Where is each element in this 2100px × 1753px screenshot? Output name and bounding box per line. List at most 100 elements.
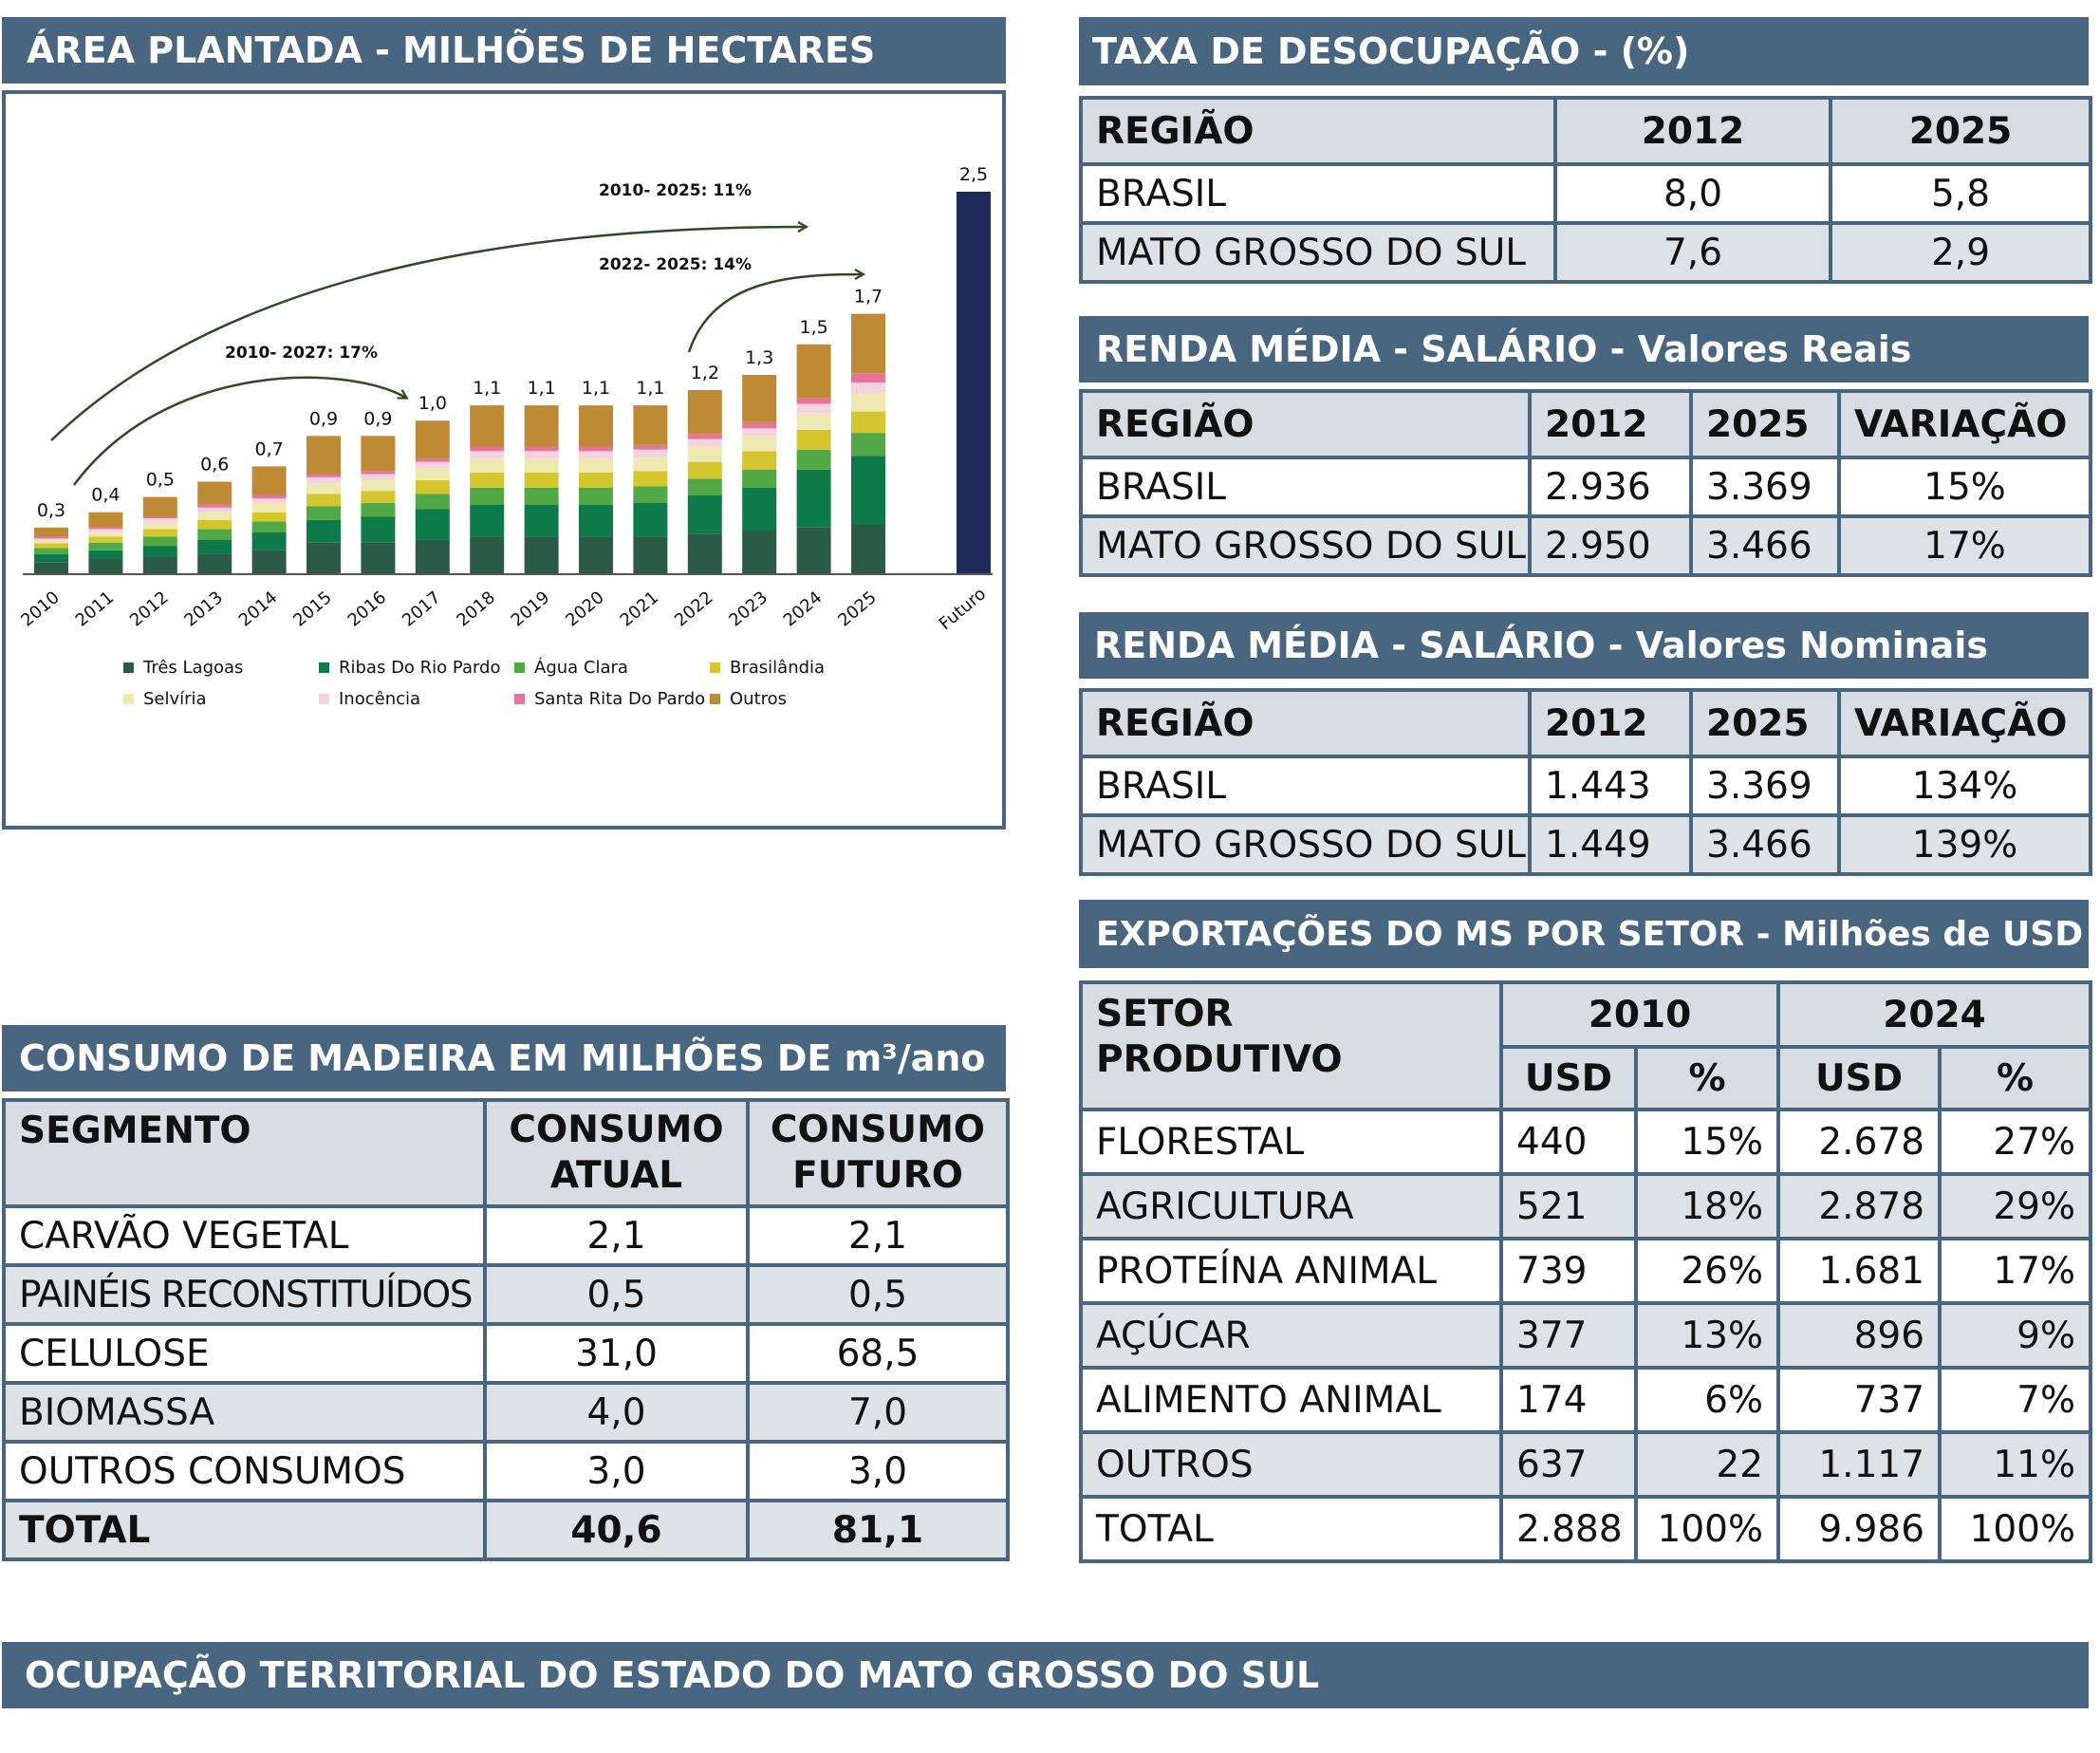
bar-segment [34,536,68,539]
legend-item: Três Lagoas [123,658,243,678]
table-row: MATO GROSSO DO SUL 2.950 3.466 17% [1079,514,2092,577]
bar-value-label: 1,3 [745,347,773,368]
bar-value-label: 1,0 [418,393,447,414]
bar-segment [197,507,232,513]
bar-segment [88,512,123,528]
bar-segment [687,438,722,447]
table-row: ALIMENTO ANIMAL 174 6% 737 7% [1079,1366,2093,1434]
cell-segmento: TOTAL [2,1499,487,1561]
bar-segment [579,405,613,447]
legend-label: Brasilândia [730,658,825,678]
bar-segment [361,542,396,573]
bar-segment [307,483,341,494]
cell-setor: ALIMENTO ANIMAL [1079,1366,1503,1434]
bar-segment [415,494,450,510]
table-row: BRASIL 2.936 3.369 15% [1079,456,2092,518]
bar-value-label: 0,4 [91,485,120,506]
cell-consumo-futuro: 81,1 [746,1499,1010,1561]
bar-segment [579,488,613,505]
cell-pct-2010: 13% [1633,1301,1781,1370]
col-header-2010: 2010 [1498,980,1781,1049]
x-tick-labels: 2010 2011 2012 2013 2014 2015 2016 2017 2018 2019… [17,584,990,634]
bar-segment [633,457,668,472]
col-header-2012: 2012 [1528,389,1693,459]
bar-segment [251,498,287,503]
x-tick-label: 2022 [671,587,717,631]
cell-consumo-atual: 40,6 [483,1499,750,1561]
cell-usd-2010: 174 [1499,1366,1638,1434]
desocupacao-title: TAXA DE DESOCUPAÇÃO - (%) [1092,30,1690,72]
bar-segment [633,449,668,457]
bar-segment [524,451,559,459]
col-header-regiao: REGIÃO [1079,688,1532,758]
bar-segment [796,449,831,470]
cell-regiao: BRASIL [1079,456,1532,518]
legend-label: Outros [730,689,787,709]
legend-label: Água Clara [534,657,628,678]
bar-segment [197,504,232,508]
bar-segment [524,446,559,452]
bar-segment [307,476,341,484]
bar-segment [307,519,341,543]
cell-consumo-atual: 31,0 [483,1322,750,1385]
legend-item: Inocência [319,689,420,709]
bar-segment [742,421,777,429]
bar-segment [197,512,232,520]
bar-segment [88,550,123,560]
col-header-consumo-atual-line1: CONSUMO [509,1109,724,1151]
growth-arrow-2010-2027 [72,376,406,486]
table-row: PROTEÍNA ANIMAL 739 26% 1.681 17% [1079,1237,2093,1305]
bar-segment [88,531,123,537]
col-header-segmento: SEGMENTO [2,1098,487,1208]
bar-value-label: 1,1 [636,378,664,399]
bar-segment [579,472,613,488]
bar-value-label: 0,6 [200,455,229,476]
cell-setor: OUTROS [1079,1430,1503,1499]
bar-segment [851,433,885,457]
col-header-consumo-futuro-line2: FUTURO [792,1154,963,1197]
x-tick-label: 2010 [17,587,64,631]
bar-segment [742,469,777,488]
cell-pct-2024: 11% [1938,1430,2093,1499]
cell-pct-2010: 100% [1633,1495,1781,1563]
cell-usd-2010: 739 [1499,1237,1638,1305]
col-header-regiao: REGIÃO [1079,96,1557,166]
legend-swatch [514,694,525,704]
cell-2012: 2.950 [1528,514,1693,577]
bar-value-label: 1,1 [582,378,610,399]
bar-segment [796,413,831,430]
bar-value-label: 1,1 [473,378,501,399]
legend-label: Selvíria [143,689,207,709]
bar-segment [687,461,722,479]
bar-segment [142,529,177,537]
cell-consumo-atual: 4,0 [483,1381,750,1444]
bar-segment [470,446,505,452]
cell-2012: 2.936 [1528,456,1693,518]
legend-swatch [514,662,525,673]
bar-segment [142,496,177,517]
bar-segment [251,495,287,499]
desocupacao-table: REGIÃO 2012 2025 BRASIL 8,0 5,8 MATO GRO… [1079,96,2092,284]
x-tick-label: 2023 [725,587,771,631]
bar-segment [742,375,777,422]
bar-segment [361,516,396,543]
cell-usd-2010: 637 [1499,1430,1638,1499]
col-header-setor: SETOR PRODUTIVO [1079,980,1503,1111]
arrow-label-2022-2025: 2022- 2025: 14% [599,255,752,274]
cell-usd-2010: 440 [1499,1108,1638,1176]
bar-segment [633,503,668,537]
bar-segment [742,436,777,452]
col-header-setor-line1: SETOR [1096,993,1234,1035]
renda-reais-title: RENDA MÉDIA - SALÁRIO - Valores Reais [1096,328,1912,370]
bar-segment [470,504,505,537]
bar-segment [34,543,68,549]
legend-label: Santa Rita Do Pardo [534,689,705,709]
bar-segment [307,506,341,520]
cell-2025: 2,9 [1829,221,2092,284]
bar-segment [88,527,123,530]
bar-segment [524,488,559,505]
bar-segment [796,429,831,450]
table-row: PAINÉIS RECONSTITUÍDOS 0,5 0,5 [2,1263,1010,1326]
bar-segment [88,542,123,550]
bar-value-label: 0,9 [363,408,392,429]
